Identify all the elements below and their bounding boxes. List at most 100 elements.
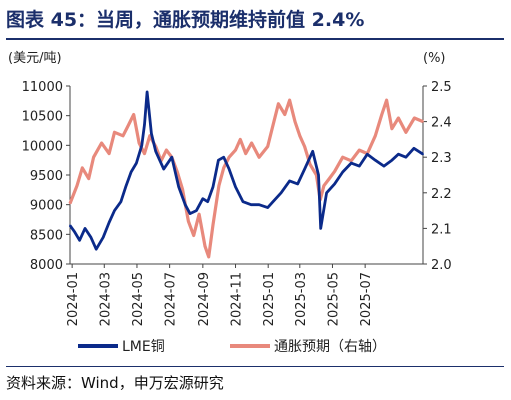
data-point-inflation bbox=[92, 156, 95, 159]
data-point-lme bbox=[303, 168, 306, 171]
data-point-inflation bbox=[192, 234, 195, 237]
right-tick-label: 2.2 bbox=[431, 187, 452, 202]
data-point-lme bbox=[135, 162, 138, 164]
legend: LME铜 通胀预期（右轴） bbox=[78, 339, 386, 355]
data-point-lme bbox=[108, 221, 110, 224]
data-point-inflation bbox=[405, 131, 407, 134]
data-point-inflation bbox=[176, 170, 179, 173]
x-tick-label: 2024-09 bbox=[197, 272, 212, 326]
data-point-lme bbox=[280, 191, 282, 194]
data-point-lme bbox=[84, 227, 86, 230]
data-point-inflation bbox=[315, 174, 318, 176]
data-point-inflation bbox=[108, 152, 110, 155]
data-point-lme bbox=[397, 153, 400, 156]
data-point-lme bbox=[391, 159, 393, 162]
data-point-inflation bbox=[244, 152, 247, 155]
data-point-inflation bbox=[143, 152, 146, 155]
data-point-inflation bbox=[358, 149, 361, 151]
data-point-lme bbox=[366, 153, 369, 156]
data-point-inflation bbox=[374, 134, 377, 137]
right-tick-label: 2.1 bbox=[431, 222, 452, 237]
data-point-lme bbox=[212, 186, 214, 188]
left-tick-label: 9500 bbox=[30, 169, 63, 184]
data-point-lme bbox=[124, 186, 127, 188]
data-point-lme bbox=[113, 209, 116, 212]
data-point-lme bbox=[195, 209, 198, 212]
data-point-lme bbox=[78, 239, 81, 242]
x-tick-label: 2025-07 bbox=[359, 272, 374, 326]
data-point-lme bbox=[102, 236, 105, 239]
data-point-inflation bbox=[298, 134, 301, 137]
data-point-inflation bbox=[204, 245, 206, 248]
x-tick-label: 2025-05 bbox=[326, 272, 341, 326]
data-point-inflation bbox=[207, 256, 210, 258]
data-point-lme bbox=[405, 156, 407, 159]
data-point-lme bbox=[319, 227, 322, 230]
data-point-lme bbox=[90, 236, 92, 239]
data-point-inflation bbox=[413, 117, 416, 119]
data-point-inflation bbox=[309, 163, 311, 166]
data-point-inflation bbox=[181, 188, 184, 191]
source-note: 资料来源：Wind，申万宏源研究 bbox=[6, 374, 224, 392]
data-point-inflation bbox=[122, 134, 124, 137]
left-tick-label: 8500 bbox=[30, 228, 63, 243]
title-underline bbox=[6, 38, 504, 40]
data-point-inflation bbox=[239, 138, 242, 141]
data-point-inflation bbox=[391, 127, 393, 130]
data-point-lme bbox=[333, 183, 336, 185]
x-tick-label: 2025-03 bbox=[294, 272, 309, 326]
right-axis-unit: (%) bbox=[423, 51, 446, 66]
data-point-inflation bbox=[380, 113, 383, 116]
left-tick-label: 10000 bbox=[22, 139, 63, 154]
data-point-inflation bbox=[277, 102, 280, 105]
data-point-inflation bbox=[165, 149, 168, 151]
data-point-inflation bbox=[333, 170, 336, 173]
left-tick-label: 8000 bbox=[30, 258, 63, 273]
data-point-lme bbox=[311, 150, 314, 153]
data-point-lme bbox=[296, 183, 299, 185]
data-point-inflation bbox=[323, 184, 325, 187]
data-point-inflation bbox=[148, 134, 151, 137]
data-point-lme bbox=[350, 162, 353, 164]
data-point-inflation bbox=[138, 142, 141, 144]
x-tick-label: 2025-01 bbox=[262, 272, 277, 326]
data-point-inflation bbox=[127, 124, 130, 127]
data-point-lme bbox=[413, 147, 415, 150]
data-point-lme bbox=[140, 144, 143, 147]
data-point-inflation bbox=[234, 149, 237, 151]
x-tick-label: 2024-03 bbox=[98, 272, 113, 326]
data-point-inflation bbox=[132, 113, 135, 116]
data-point-lme bbox=[358, 165, 361, 167]
data-point-lme bbox=[170, 156, 173, 159]
data-point-lme bbox=[234, 186, 237, 188]
data-point-lme bbox=[143, 123, 146, 126]
source-divider bbox=[6, 366, 504, 367]
x-tick-label: 2024-05 bbox=[131, 272, 146, 326]
data-point-inflation bbox=[397, 117, 400, 119]
data-point-lme bbox=[73, 230, 76, 233]
data-point-inflation bbox=[76, 184, 78, 187]
data-point-inflation bbox=[350, 159, 353, 162]
data-point-inflation bbox=[113, 131, 116, 134]
data-point-inflation bbox=[187, 220, 190, 223]
x-tick-label: 2024-07 bbox=[164, 272, 179, 326]
legend-label-inflation: 通胀预期（右轴） bbox=[274, 339, 386, 355]
series-layer bbox=[68, 90, 424, 259]
data-point-lme bbox=[228, 168, 231, 171]
data-point-lme bbox=[288, 180, 291, 182]
data-point-inflation bbox=[81, 167, 84, 169]
data-point-inflation bbox=[69, 202, 71, 205]
data-point-lme bbox=[201, 197, 204, 200]
data-point-lme bbox=[317, 174, 320, 176]
data-point-lme bbox=[154, 150, 157, 153]
data-point-lme bbox=[258, 203, 260, 206]
data-point-lme bbox=[222, 156, 225, 159]
right-tick-label: 2.3 bbox=[431, 151, 452, 166]
series-line-lme bbox=[68, 90, 424, 251]
data-point-lme bbox=[272, 200, 274, 203]
left-tick-label: 11000 bbox=[22, 80, 63, 95]
data-point-lme bbox=[69, 224, 71, 227]
data-point-lme bbox=[266, 206, 269, 209]
data-point-lme bbox=[422, 153, 424, 156]
left-tick-label: 10500 bbox=[22, 110, 63, 125]
